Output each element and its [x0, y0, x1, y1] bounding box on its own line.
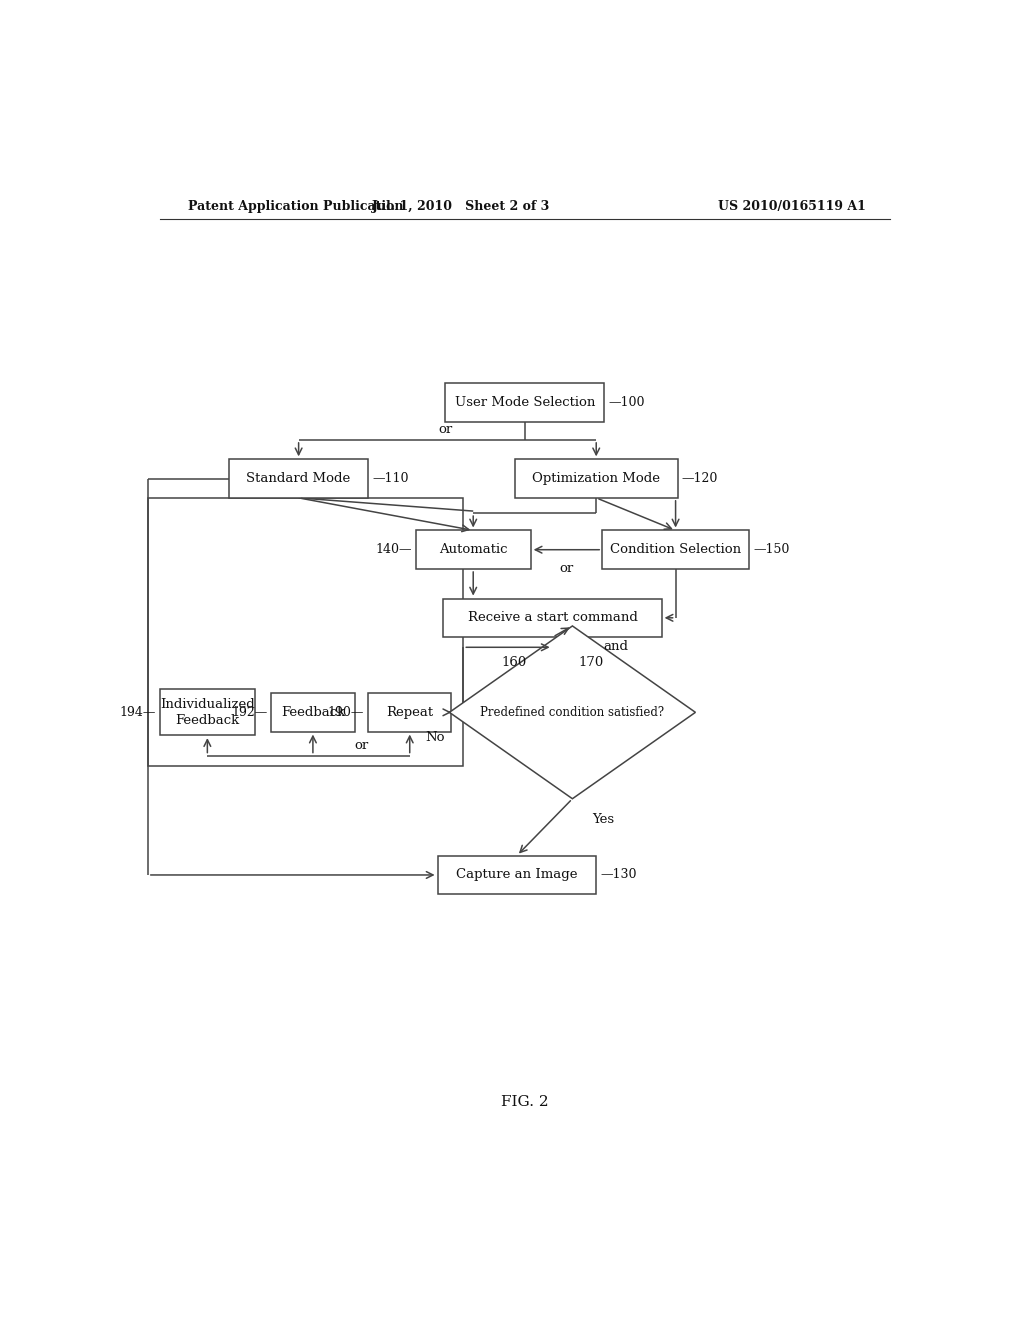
- Bar: [271, 693, 354, 731]
- Bar: [416, 531, 530, 569]
- Text: 140—: 140—: [375, 544, 412, 556]
- Text: or: or: [354, 739, 369, 752]
- Text: Automatic: Automatic: [439, 544, 508, 556]
- Text: Patent Application Publication: Patent Application Publication: [187, 199, 403, 213]
- Text: FIG. 2: FIG. 2: [501, 1094, 549, 1109]
- Text: Jul. 1, 2010   Sheet 2 of 3: Jul. 1, 2010 Sheet 2 of 3: [372, 199, 551, 213]
- Polygon shape: [450, 626, 695, 799]
- Bar: [368, 693, 452, 731]
- Text: Optimization Mode: Optimization Mode: [532, 473, 660, 484]
- Text: —100: —100: [608, 396, 645, 409]
- Text: Feedback: Feedback: [281, 706, 345, 719]
- Text: Standard Mode: Standard Mode: [247, 473, 351, 484]
- Text: 192—: 192—: [231, 706, 267, 719]
- Text: 170: 170: [579, 656, 604, 669]
- Text: Predefined condition satisfied?: Predefined condition satisfied?: [480, 706, 665, 719]
- Text: User Mode Selection: User Mode Selection: [455, 396, 595, 409]
- Bar: [437, 855, 596, 894]
- Text: No: No: [425, 731, 444, 744]
- Bar: [602, 531, 749, 569]
- Text: US 2010/0165119 A1: US 2010/0165119 A1: [718, 199, 866, 213]
- Text: Individualized
Feedback: Individualized Feedback: [160, 698, 255, 727]
- Bar: [160, 689, 255, 735]
- Text: 194—: 194—: [120, 706, 156, 719]
- Text: Repeat: Repeat: [386, 706, 433, 719]
- Text: —130: —130: [600, 869, 637, 882]
- Bar: [445, 383, 604, 421]
- Bar: [443, 598, 662, 638]
- Bar: [229, 459, 368, 498]
- Text: Receive a start command: Receive a start command: [468, 611, 638, 624]
- Text: or: or: [438, 424, 453, 437]
- Text: and: and: [603, 640, 629, 653]
- Text: Condition Selection: Condition Selection: [610, 544, 741, 556]
- Text: 190—: 190—: [328, 706, 365, 719]
- Text: or: or: [559, 561, 573, 574]
- Text: Capture an Image: Capture an Image: [456, 869, 578, 882]
- Text: Yes: Yes: [592, 813, 614, 825]
- Bar: [515, 459, 678, 498]
- Text: —150: —150: [753, 544, 790, 556]
- Text: —110: —110: [372, 473, 409, 484]
- Bar: [147, 498, 463, 766]
- Text: —120: —120: [682, 473, 718, 484]
- Text: 160: 160: [501, 656, 526, 669]
